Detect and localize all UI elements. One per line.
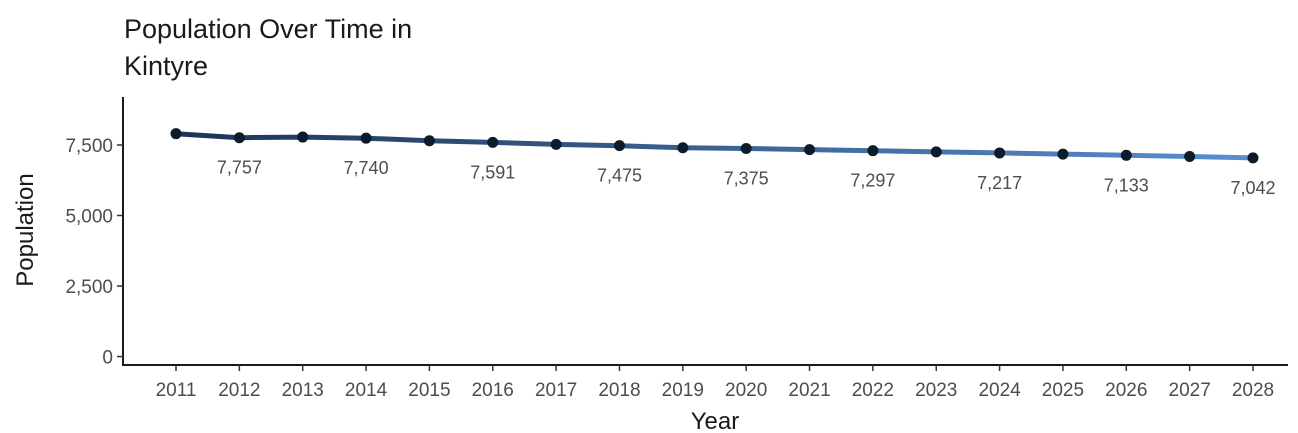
data-point	[297, 131, 309, 143]
data-label: 7,375	[724, 168, 769, 188]
data-point	[994, 147, 1006, 159]
data-label: 7,740	[344, 158, 389, 178]
data-point	[487, 136, 499, 148]
x-tick-label: 2012	[218, 380, 260, 401]
data-point	[930, 146, 942, 158]
data-label: 7,297	[850, 171, 895, 191]
data-point	[423, 135, 435, 147]
y-tick-label: 2,500	[65, 277, 113, 298]
x-tick-label: 2017	[535, 380, 577, 401]
x-axis-ticks: 2011 2012 2013 2014 2015 2016 2017 2018 2019 2020…	[156, 365, 1274, 401]
x-tick-label: 2026	[1105, 380, 1147, 401]
y-axis-title: Population	[12, 173, 39, 286]
data-point	[1057, 148, 1069, 160]
x-tick-label: 2027	[1169, 380, 1211, 401]
data-point	[233, 132, 245, 144]
data-point	[1247, 152, 1259, 164]
data-point	[677, 142, 689, 154]
x-tick-label: 2024	[978, 380, 1021, 401]
x-tick-label: 2028	[1232, 380, 1274, 401]
x-tick-label: 2019	[662, 380, 704, 401]
data-point	[1184, 151, 1196, 163]
x-tick-label: 2023	[915, 380, 957, 401]
data-point	[1120, 149, 1132, 161]
data-point	[613, 140, 625, 152]
data-label: 7,217	[977, 173, 1022, 193]
chart-title-line2: Kintyre	[124, 51, 208, 81]
y-axis-ticks: 0 2,500 5,000 7,500	[65, 136, 123, 369]
x-tick-label: 2018	[598, 380, 640, 401]
x-axis-title: Year	[691, 408, 740, 433]
data-point	[804, 144, 816, 156]
x-tick-label: 2025	[1042, 380, 1084, 401]
data-label: 7,757	[217, 158, 262, 178]
data-points	[170, 128, 1259, 164]
y-tick-label: 0	[102, 348, 113, 369]
data-point	[740, 142, 752, 154]
x-tick-label: 2014	[345, 380, 388, 401]
chart-title-line1: Population Over Time in	[124, 14, 412, 44]
data-point	[550, 138, 562, 150]
population-series-line	[175, 131, 1254, 161]
data-point	[360, 132, 372, 144]
x-tick-label: 2013	[282, 380, 324, 401]
data-label: 7,475	[597, 166, 642, 186]
x-tick-label: 2022	[852, 380, 894, 401]
x-tick-label: 2021	[788, 380, 830, 401]
data-label: 7,042	[1230, 178, 1275, 198]
x-tick-label: 2020	[725, 380, 767, 401]
data-label: 7,591	[470, 162, 515, 182]
data-point	[170, 128, 182, 140]
y-tick-label: 5,000	[65, 206, 113, 227]
y-tick-label: 7,500	[65, 136, 113, 157]
data-label: 7,133	[1104, 175, 1149, 195]
x-tick-label: 2011	[156, 380, 197, 401]
x-tick-label: 2015	[408, 380, 450, 401]
data-point	[867, 145, 879, 157]
x-tick-label: 2016	[472, 380, 514, 401]
data-labels: 7,757 7,740 7,591 7,475 7,375 7,297 7,217 7,133…	[217, 158, 1276, 198]
